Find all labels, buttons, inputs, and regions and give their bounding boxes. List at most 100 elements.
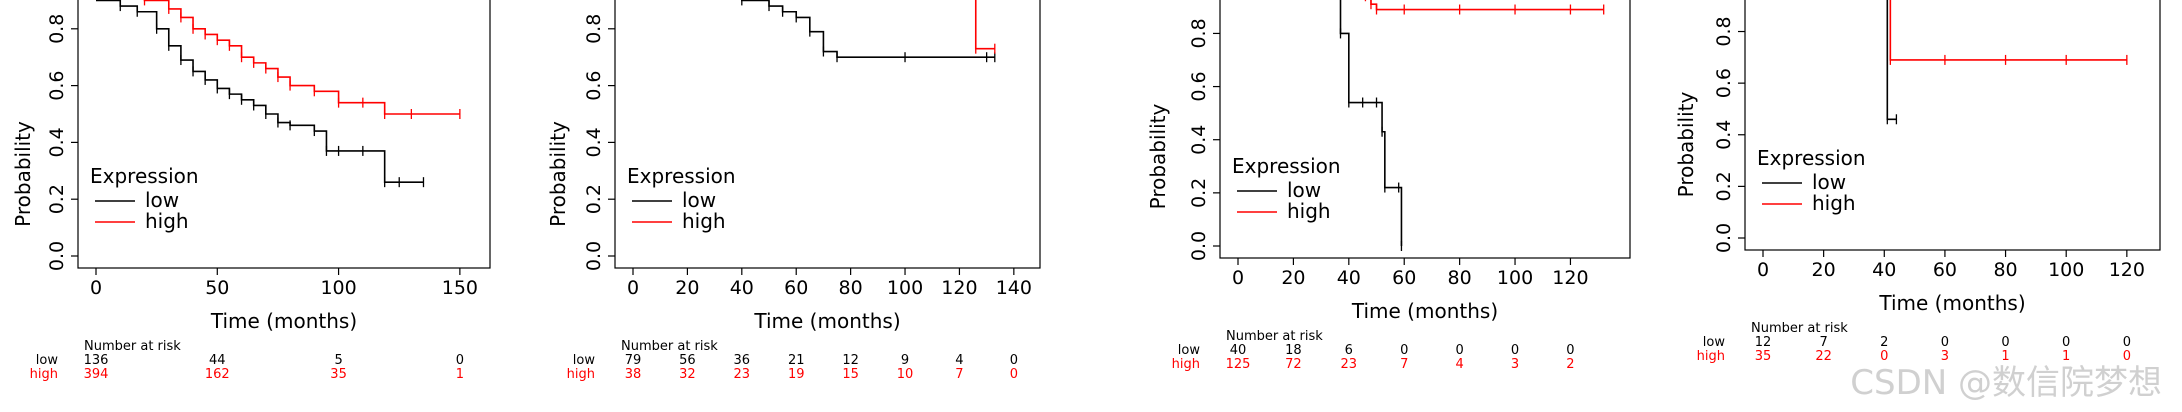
risk-count: 1 bbox=[2001, 349, 2009, 364]
risk-row-label-low: low bbox=[1178, 343, 1201, 358]
y-tick-label: 0.8 bbox=[1188, 18, 1210, 48]
curve-high bbox=[1370, 0, 1604, 11]
legend-label-low: low bbox=[1287, 178, 1321, 202]
x-tick-label: 0 bbox=[627, 277, 639, 299]
risk-count: 0 bbox=[1880, 349, 1888, 364]
risk-count: 72 bbox=[1285, 357, 1302, 372]
risk-count: 3 bbox=[1941, 349, 1949, 364]
risk-count: 0 bbox=[2123, 349, 2131, 364]
risk-count: 7 bbox=[955, 367, 963, 382]
risk-row-label-low: low bbox=[36, 353, 59, 368]
x-tick-label: 60 bbox=[1933, 259, 1957, 281]
risk-count: 2 bbox=[1880, 335, 1888, 350]
legend-label-low: low bbox=[145, 188, 179, 212]
y-tick-label: 0.4 bbox=[1713, 120, 1735, 150]
y-tick-label: 0.6 bbox=[1713, 68, 1735, 98]
curve-high bbox=[1889, 0, 2127, 61]
x-tick-label: 100 bbox=[1497, 267, 1533, 289]
risk-row-label-high: high bbox=[30, 367, 58, 382]
x-tick-label: 0 bbox=[90, 277, 102, 299]
legend-title: Expression bbox=[1757, 146, 1866, 170]
legend-label-high: high bbox=[1287, 199, 1331, 223]
x-axis-title: Time (months) bbox=[210, 309, 357, 333]
legend-title: Expression bbox=[627, 164, 736, 188]
y-axis-title: Probability bbox=[546, 121, 570, 227]
risk-count: 1 bbox=[2062, 349, 2070, 364]
x-tick-label: 50 bbox=[205, 277, 229, 299]
risk-count: 10 bbox=[897, 367, 914, 382]
x-tick-label: 20 bbox=[675, 277, 699, 299]
risk-count: 4 bbox=[1455, 357, 1463, 372]
y-tick-label: 0.8 bbox=[46, 14, 68, 44]
curve-low bbox=[96, 0, 424, 183]
y-tick-label: 0.8 bbox=[583, 14, 605, 44]
y-tick-label: 0.4 bbox=[46, 127, 68, 157]
risk-count: 21 bbox=[788, 353, 805, 368]
y-tick-label: 0.0 bbox=[46, 241, 68, 271]
x-tick-label: 60 bbox=[784, 277, 808, 299]
x-tick-label: 20 bbox=[1812, 259, 1836, 281]
risk-count: 136 bbox=[84, 353, 109, 368]
x-tick-label: 100 bbox=[887, 277, 923, 299]
legend-label-low: low bbox=[682, 188, 716, 212]
risk-count: 125 bbox=[1226, 357, 1251, 372]
risk-count: 12 bbox=[842, 353, 859, 368]
x-tick-label: 40 bbox=[1872, 259, 1896, 281]
legend-label-high: high bbox=[682, 209, 726, 233]
risk-count: 394 bbox=[84, 367, 109, 382]
y-tick-label: 0.6 bbox=[583, 70, 605, 100]
legend-title: Expression bbox=[1232, 154, 1341, 178]
y-axis-title: Probability bbox=[11, 121, 35, 227]
risk-row-label-high: high bbox=[1172, 357, 1200, 372]
x-tick-label: 80 bbox=[1993, 259, 2017, 281]
plot-frame bbox=[77, 0, 491, 269]
risk-count: 6 bbox=[1345, 343, 1353, 358]
x-tick-label: 60 bbox=[1392, 267, 1416, 289]
risk-count: 0 bbox=[1455, 343, 1463, 358]
y-tick-label: 0.2 bbox=[46, 184, 68, 214]
legend-title: Expression bbox=[90, 164, 199, 188]
x-tick-label: 100 bbox=[320, 277, 356, 299]
y-axis-title: Probability bbox=[1674, 91, 1698, 197]
risk-count: 32 bbox=[679, 367, 696, 382]
risk-row-label-low: low bbox=[573, 353, 596, 368]
risk-row-label-high: high bbox=[567, 367, 595, 382]
y-tick-label: 0.4 bbox=[583, 127, 605, 157]
y-tick-label: 0.6 bbox=[1188, 71, 1210, 101]
risk-count: 79 bbox=[625, 353, 642, 368]
risk-count: 7 bbox=[1819, 335, 1827, 350]
legend-label-high: high bbox=[145, 209, 189, 233]
x-tick-label: 40 bbox=[730, 277, 754, 299]
risk-count: 23 bbox=[734, 367, 751, 382]
risk-table-title: Number at risk bbox=[1751, 321, 1848, 336]
x-tick-label: 100 bbox=[2048, 259, 2084, 281]
plot-frame bbox=[1219, 0, 1631, 259]
curve-high bbox=[143, 0, 460, 115]
risk-row-label-low: low bbox=[1703, 335, 1726, 350]
x-axis-title: Time (months) bbox=[1351, 299, 1498, 323]
watermark: CSDN @数信院梦想 bbox=[1850, 363, 2162, 403]
x-tick-label: 40 bbox=[1337, 267, 1361, 289]
y-tick-label: 0.2 bbox=[583, 184, 605, 214]
y-axis-title: Probability bbox=[1146, 103, 1170, 209]
risk-count: 0 bbox=[1511, 343, 1519, 358]
plot-frame bbox=[1744, 0, 2161, 251]
y-tick-label: 0.2 bbox=[1713, 171, 1735, 201]
x-tick-label: 0 bbox=[1232, 267, 1244, 289]
y-tick-label: 0.0 bbox=[583, 241, 605, 271]
risk-count: 9 bbox=[901, 353, 909, 368]
risk-count: 0 bbox=[1941, 335, 1949, 350]
y-tick-label: 0.0 bbox=[1188, 231, 1210, 261]
risk-count: 40 bbox=[1230, 343, 1247, 358]
risk-count: 15 bbox=[842, 367, 859, 382]
risk-count: 0 bbox=[2062, 335, 2070, 350]
plot-frame bbox=[614, 0, 1041, 269]
x-axis-title: Time (months) bbox=[1878, 291, 2025, 315]
x-tick-label: 120 bbox=[2109, 259, 2145, 281]
x-tick-label: 140 bbox=[996, 277, 1032, 299]
risk-row-label-high: high bbox=[1697, 349, 1725, 364]
